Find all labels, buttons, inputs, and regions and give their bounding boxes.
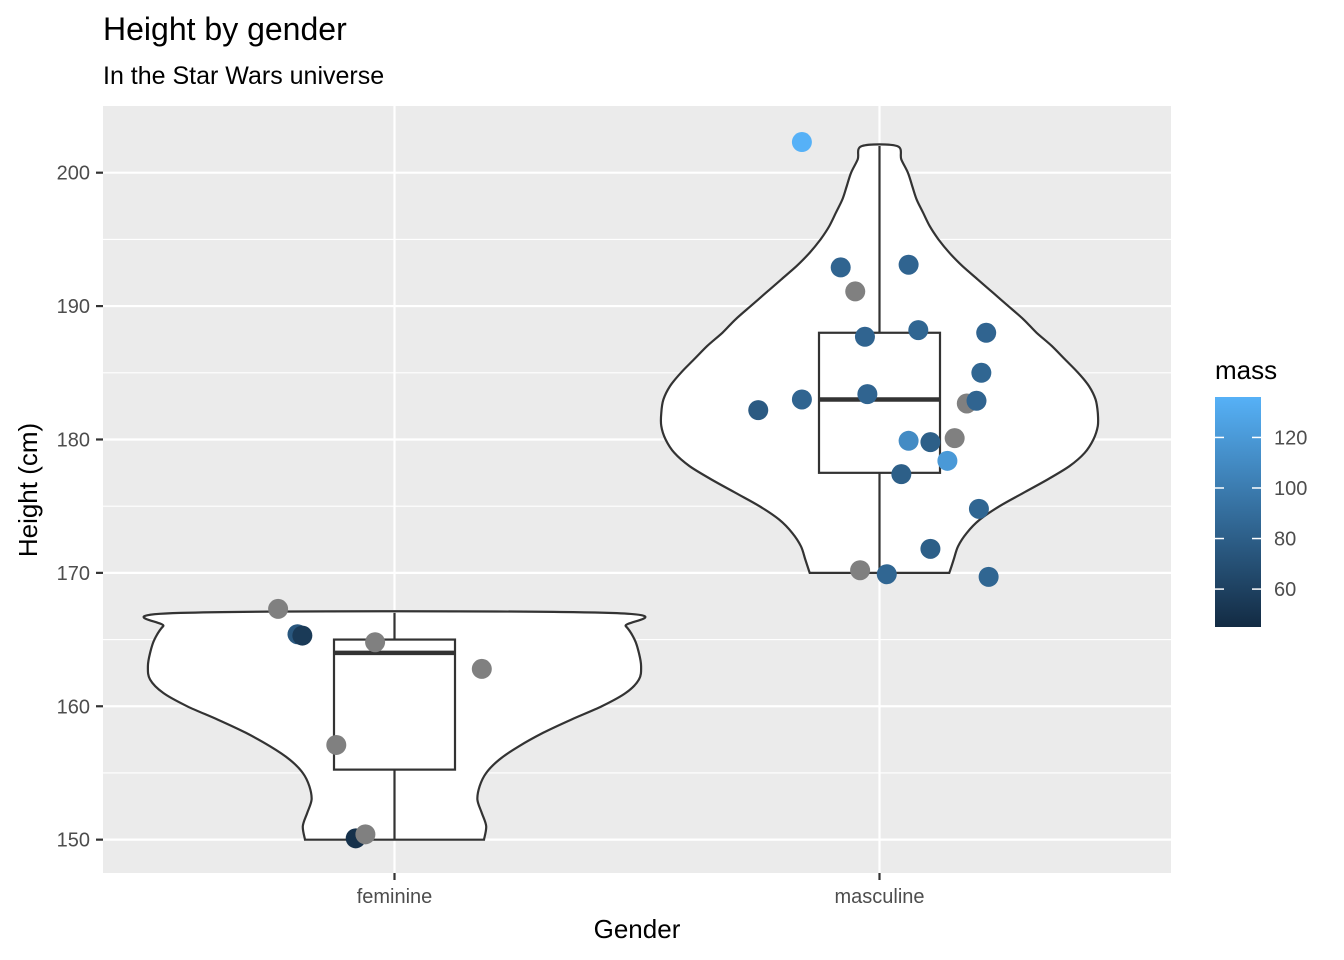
data-point xyxy=(748,400,769,421)
y-tick-label: 170 xyxy=(57,563,90,585)
x-tick-label: masculine xyxy=(834,886,924,908)
data-point xyxy=(898,430,919,451)
data-point xyxy=(971,362,992,383)
data-point xyxy=(944,428,965,449)
legend-tick-label: 100 xyxy=(1274,478,1307,500)
data-point xyxy=(968,498,989,519)
boxplots xyxy=(332,146,942,840)
data-point xyxy=(365,632,386,653)
x-axis-title: Gender xyxy=(594,914,681,944)
data-point xyxy=(891,464,912,485)
data-point xyxy=(966,390,987,411)
legend-tick-label: 80 xyxy=(1274,529,1296,551)
legend-title: mass xyxy=(1215,355,1277,385)
legend-tick-label: 120 xyxy=(1274,427,1307,449)
box-iqr xyxy=(817,331,942,474)
legend-colorbar xyxy=(1215,397,1261,627)
y-axis: 150 160 170 180 190 200 xyxy=(57,163,103,852)
data-point xyxy=(268,598,289,619)
data-point xyxy=(898,254,919,275)
y-tick-label: 160 xyxy=(57,696,90,718)
y-tick-label: 150 xyxy=(57,830,90,852)
legend: mass 60 80 100 120 xyxy=(1215,355,1307,627)
y-axis-title: Height (cm) xyxy=(13,423,43,557)
legend-tick-label: 60 xyxy=(1274,579,1296,601)
data-point xyxy=(850,560,871,581)
data-point xyxy=(854,326,875,347)
data-point xyxy=(326,734,347,755)
data-point xyxy=(876,564,897,585)
chart-title: Height by gender xyxy=(103,11,347,47)
data-point xyxy=(976,322,997,343)
data-point xyxy=(920,538,941,559)
data-point xyxy=(978,566,999,587)
boxplot-feminine xyxy=(332,612,457,840)
data-point xyxy=(920,432,941,453)
points xyxy=(268,132,999,849)
data-point xyxy=(937,450,958,471)
x-tick-label: feminine xyxy=(357,886,433,908)
data-point xyxy=(830,257,851,278)
legend-ticks: 60 80 100 120 xyxy=(1215,427,1307,601)
data-point xyxy=(791,132,812,153)
box-iqr xyxy=(332,638,457,771)
data-point xyxy=(845,281,866,302)
data-point xyxy=(471,658,492,679)
y-tick-label: 200 xyxy=(57,163,90,185)
y-tick-label: 190 xyxy=(57,296,90,318)
data-point xyxy=(791,389,812,410)
data-point xyxy=(292,625,313,646)
y-tick-label: 180 xyxy=(57,429,90,451)
chart-subtitle: In the Star Wars universe xyxy=(103,62,384,90)
x-axis: feminine masculine xyxy=(357,873,925,908)
data-point xyxy=(857,384,878,405)
boxplot-masculine xyxy=(817,146,942,573)
data-point xyxy=(355,824,376,845)
data-point xyxy=(908,320,929,341)
